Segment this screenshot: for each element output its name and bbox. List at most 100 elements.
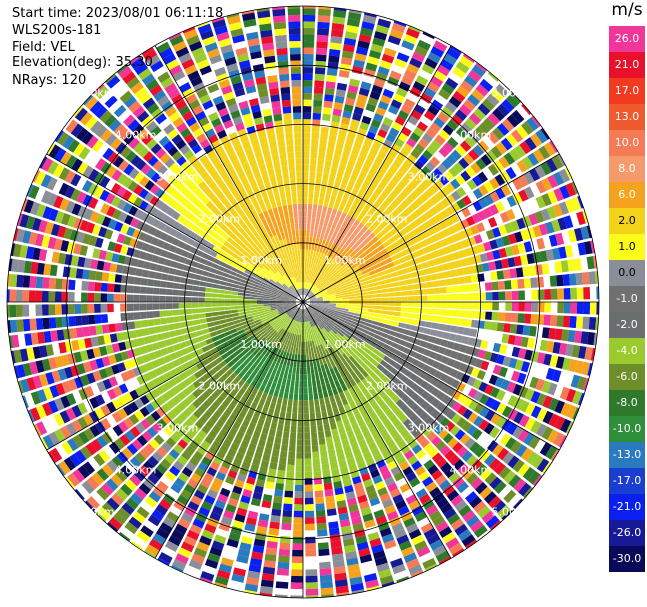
velocity-gate (172, 289, 180, 296)
velocity-gate (365, 366, 373, 375)
velocity-gate (429, 486, 442, 498)
velocity-gate (295, 465, 303, 472)
velocity-gate (244, 482, 254, 492)
velocity-gate (537, 302, 545, 313)
velocity-gate (113, 283, 121, 293)
velocity-gate (399, 148, 410, 159)
velocity-gate (480, 360, 490, 371)
velocity-gate (403, 225, 413, 234)
velocity-gate (357, 373, 365, 381)
velocity-gate (317, 21, 330, 30)
velocity-gate (524, 137, 537, 151)
velocity-gate (425, 481, 438, 493)
velocity-gate (474, 445, 486, 458)
velocity-gate (256, 302, 264, 305)
velocity-gate (571, 181, 579, 195)
velocity-gate (520, 447, 533, 462)
velocity-gate (498, 247, 507, 259)
velocity-gate (425, 236, 434, 245)
velocity-gate (404, 369, 413, 378)
velocity-gate (413, 186, 424, 196)
velocity-gate (341, 472, 351, 481)
velocity-gate (317, 345, 322, 352)
velocity-gate (499, 433, 512, 446)
velocity-gate (320, 133, 328, 141)
velocity-gate (365, 334, 374, 341)
velocity-gate (313, 288, 319, 294)
velocity-gate (336, 135, 346, 144)
velocity-gate (339, 233, 346, 242)
velocity-gate (257, 519, 269, 528)
velocity-gate (168, 330, 177, 338)
velocity-gate (306, 223, 311, 231)
velocity-gate (385, 363, 394, 372)
velocity-gate (82, 269, 90, 280)
velocity-gate (303, 210, 307, 217)
velocity-gate (445, 194, 456, 205)
velocity-gate (332, 344, 338, 352)
velocity-gate (361, 291, 369, 296)
velocity-gate (330, 540, 342, 549)
velocity-gate (327, 290, 335, 294)
velocity-gate (458, 362, 468, 373)
velocity-gate (396, 534, 410, 545)
velocity-gate (304, 426, 310, 433)
velocity-gate (285, 352, 290, 360)
velocity-gate (296, 452, 303, 459)
velocity-gate (446, 294, 454, 301)
velocity-gate (314, 80, 325, 88)
velocity-gate (289, 360, 294, 367)
velocity-gate (434, 213, 444, 223)
velocity-gate (396, 576, 410, 583)
velocity-gate (61, 291, 69, 302)
velocity-gate (253, 451, 263, 460)
velocity-gate (379, 428, 389, 438)
velocity-gate (308, 386, 313, 394)
velocity-gate (371, 337, 379, 344)
velocity-gate (472, 144, 485, 157)
velocity-gate (316, 273, 321, 280)
velocity-gate (393, 286, 401, 292)
velocity-gate (307, 283, 312, 290)
velocity-gate (360, 288, 368, 293)
velocity-gate (399, 280, 407, 286)
velocity-gate (280, 404, 287, 412)
velocity-gate (442, 531, 456, 544)
velocity-gate (284, 365, 290, 373)
velocity-gate (409, 164, 420, 175)
velocity-gate (322, 417, 329, 425)
velocity-gate (534, 164, 547, 179)
velocity-gate (314, 280, 320, 287)
velocity-gate (456, 268, 465, 276)
velocity-gate (269, 462, 278, 470)
velocity-gate (576, 302, 584, 315)
velocity-gate (423, 442, 435, 454)
velocity-gate (231, 573, 245, 583)
velocity-gate (516, 217, 526, 230)
velocity-gate (471, 64, 486, 78)
velocity-gate (483, 194, 495, 206)
velocity-gate (198, 297, 205, 302)
velocity-gate (373, 453, 384, 463)
velocity-gate (333, 358, 340, 367)
velocity-gate (324, 263, 330, 270)
velocity-gate (440, 198, 451, 209)
velocity-gate (396, 52, 410, 63)
velocity-gate (81, 304, 88, 314)
velocity-gate (513, 411, 525, 424)
velocity-gate (204, 292, 212, 298)
velocity-gate (370, 192, 379, 201)
velocity-gate (321, 320, 327, 327)
velocity-gate (377, 372, 386, 380)
velocity-gate (335, 295, 343, 299)
velocity-gate (292, 549, 303, 557)
velocity-gate (383, 185, 393, 195)
velocity-gate (362, 298, 369, 302)
velocity-gate (329, 267, 336, 274)
velocity-gate (369, 497, 381, 507)
velocity-gate (429, 329, 438, 337)
velocity-gate (218, 563, 233, 574)
velocity-gate (334, 334, 341, 341)
velocity-gate (335, 297, 343, 300)
velocity-gate (314, 483, 323, 492)
